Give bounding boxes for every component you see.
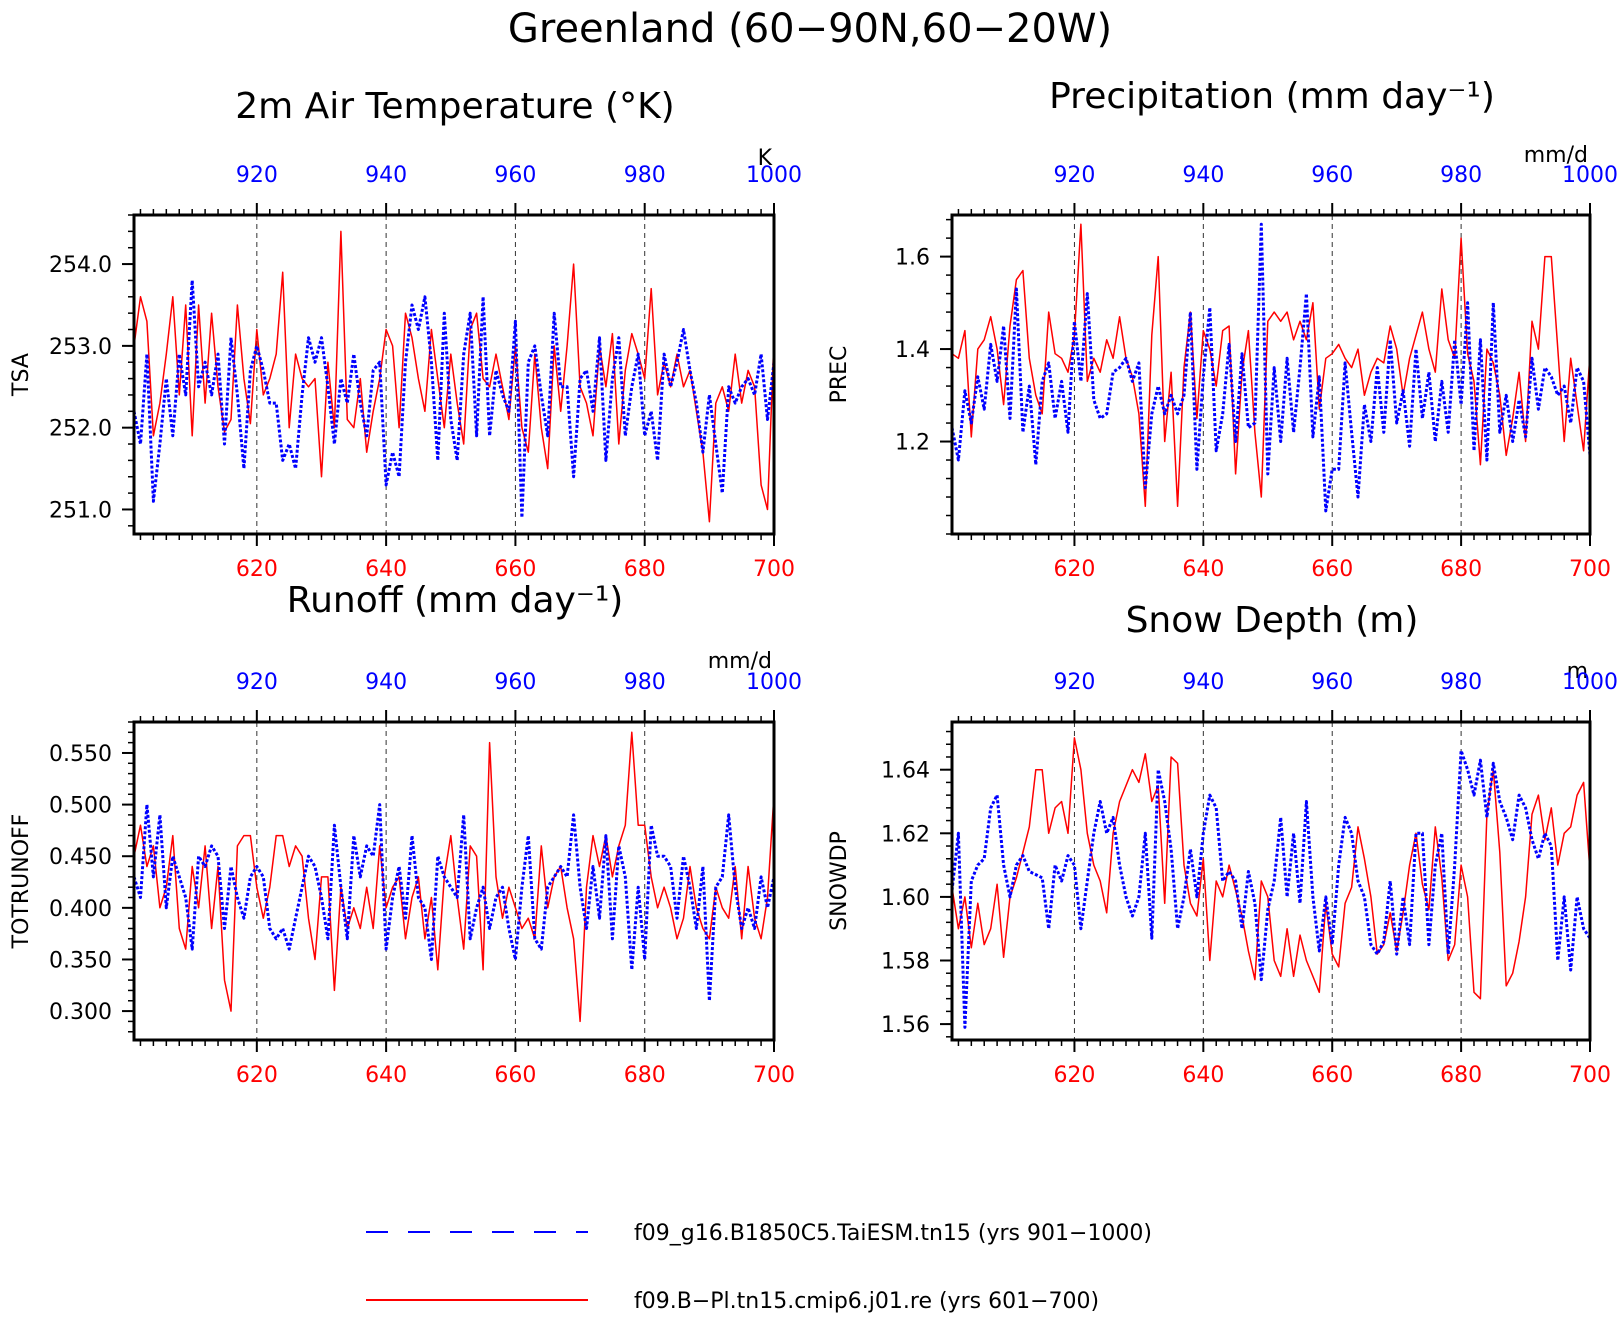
- x-top-tick-label: 960: [494, 670, 536, 695]
- x-bottom-tick-label: 620: [236, 1063, 278, 1088]
- x-top-tick-label: 920: [1053, 670, 1095, 695]
- y-tick-label: 0.550: [49, 742, 112, 767]
- y-tick-label: 1.64: [881, 759, 930, 784]
- x-top-tick-label: 960: [494, 163, 536, 188]
- x-bottom-tick-label: 640: [1182, 1063, 1224, 1088]
- series-line-pi: [133, 230, 775, 523]
- x-top-tick-label: 1000: [746, 670, 802, 695]
- x-top-tick-label: 920: [236, 670, 278, 695]
- y-axis-label: TSA: [9, 353, 34, 397]
- y-tick-label: 1.62: [881, 822, 930, 847]
- plot-frame: [950, 213, 1592, 536]
- x-bottom-tick-label: 620: [1053, 1063, 1095, 1088]
- unit-label: K: [758, 146, 773, 171]
- figure-title: Greenland (60−90N,60−20W): [508, 6, 1112, 52]
- panel-air-temperature: 2m Air Temperature (°K) K TSA 251.0 252.0 253…: [9, 86, 802, 582]
- unit-label: m: [1567, 659, 1588, 684]
- series-line-taiesm: [950, 222, 1592, 513]
- x-bottom-tick-label: 700: [753, 1063, 795, 1088]
- x-top-tick-label: 960: [1311, 670, 1353, 695]
- x-top-tick-label: 940: [365, 670, 407, 695]
- legend-label-pi: f09.B−Pl.tn15.cmip6.j01.re (yrs 601−700): [634, 1289, 1099, 1314]
- panel-title: Runoff (mm day⁻¹): [287, 580, 624, 621]
- x-top-tick-label: 940: [365, 163, 407, 188]
- x-bottom-tick-label: 640: [365, 1063, 407, 1088]
- y-tick-label: 1.6: [895, 246, 930, 271]
- y-tick-label: 0.500: [49, 794, 112, 819]
- unit-label: mm/d: [708, 649, 772, 674]
- y-tick-label: 0.350: [49, 948, 112, 973]
- x-bottom-tick-label: 640: [365, 557, 407, 582]
- x-top-tick-label: 940: [1182, 670, 1224, 695]
- x-top-tick-label: 960: [1311, 163, 1353, 188]
- legend: f09_g16.B1850C5.TaiESM.tn15 (yrs 901−100…: [366, 1221, 1152, 1314]
- y-tick-label: 1.2: [895, 431, 930, 456]
- series-line-taiesm: [132, 278, 776, 520]
- series-line-pi: [951, 737, 1591, 1000]
- x-bottom-tick-label: 700: [753, 557, 795, 582]
- y-tick-label: 1.4: [895, 338, 930, 363]
- x-bottom-tick-label: 680: [624, 557, 666, 582]
- panel-snow-depth: Snow Depth (m) m SNOWDP 1.56 1.58 1.60 1.62 1.6…: [827, 600, 1618, 1088]
- x-bottom-tick-label: 640: [1182, 557, 1224, 582]
- plot-frame: [132, 213, 776, 536]
- x-bottom-tick-label: 680: [1440, 557, 1482, 582]
- y-axis-label: SNOWDP: [827, 831, 852, 931]
- plot-frame: [950, 720, 1592, 1042]
- x-top-tick-label: 980: [624, 670, 666, 695]
- unit-label: mm/d: [1524, 143, 1588, 168]
- y-tick-label: 0.450: [49, 845, 112, 870]
- series-line-taiesm: [132, 803, 776, 1003]
- panel-runoff: Runoff (mm day⁻¹) mm/d TOTRUNOFF 0.300 0.350…: [9, 580, 802, 1088]
- x-top-tick-label: 1000: [1562, 163, 1618, 188]
- x-bottom-tick-label: 700: [1569, 1063, 1611, 1088]
- series-line-taiesm: [950, 749, 1592, 1029]
- y-tick-label: 253.0: [49, 335, 112, 360]
- y-tick-label: 0.300: [49, 1000, 112, 1025]
- y-tick-label: 1.60: [881, 886, 930, 911]
- x-bottom-tick-label: 660: [494, 557, 536, 582]
- series-line-pi: [133, 731, 775, 1023]
- x-top-tick-label: 980: [624, 163, 666, 188]
- x-bottom-tick-label: 700: [1569, 557, 1611, 582]
- panel-title: Snow Depth (m): [1126, 600, 1419, 641]
- y-tick-label: 0.400: [49, 897, 112, 922]
- y-tick-label: 1.58: [881, 950, 930, 975]
- panel-title: 2m Air Temperature (°K): [235, 86, 674, 127]
- plot-frame: [132, 720, 776, 1042]
- x-bottom-tick-label: 680: [1440, 1063, 1482, 1088]
- x-top-tick-label: 920: [236, 163, 278, 188]
- x-top-tick-label: 1000: [1562, 670, 1618, 695]
- y-tick-label: 252.0: [49, 417, 112, 442]
- x-top-tick-label: 1000: [746, 163, 802, 188]
- legend-label-taiesm: f09_g16.B1850C5.TaiESM.tn15 (yrs 901−100…: [634, 1221, 1152, 1246]
- x-bottom-tick-label: 660: [1311, 557, 1353, 582]
- x-bottom-tick-label: 660: [494, 1063, 536, 1088]
- x-bottom-tick-label: 660: [1311, 1063, 1353, 1088]
- x-top-tick-label: 940: [1182, 163, 1224, 188]
- x-top-tick-label: 980: [1440, 163, 1482, 188]
- y-tick-label: 254.0: [49, 253, 112, 278]
- y-axis-label: PREC: [827, 346, 852, 404]
- x-bottom-tick-label: 620: [1053, 557, 1095, 582]
- y-axis-label: TOTRUNOFF: [9, 814, 34, 950]
- panel-title: Precipitation (mm day⁻¹): [1049, 76, 1495, 117]
- x-top-tick-label: 980: [1440, 670, 1482, 695]
- x-bottom-tick-label: 620: [236, 557, 278, 582]
- x-bottom-tick-label: 680: [624, 1063, 666, 1088]
- y-tick-label: 1.56: [881, 1013, 930, 1038]
- x-top-tick-label: 920: [1053, 163, 1095, 188]
- y-tick-label: 251.0: [49, 498, 112, 523]
- panel-precipitation: Precipitation (mm day⁻¹) mm/d PREC 1.2 1.4 1.…: [827, 76, 1618, 582]
